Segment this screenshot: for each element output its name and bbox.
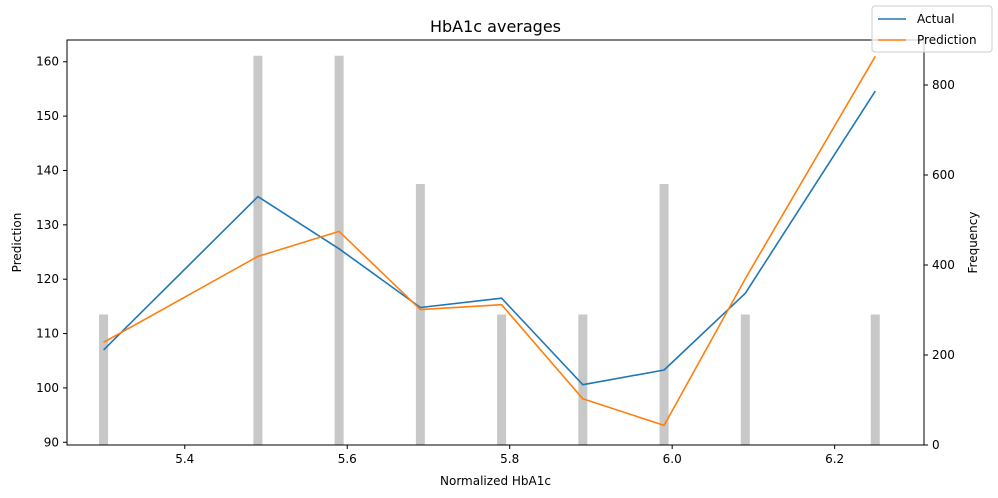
y2-tick-label: 200 [932, 348, 955, 362]
y-tick-label: 110 [36, 327, 59, 341]
y-axis-ticks: 90 100 110 120 130 140 150 160 [36, 55, 67, 449]
series-lines [103, 55, 876, 427]
legend-label-prediction: Prediction [917, 33, 977, 47]
x-tick-label: 5.4 [175, 452, 194, 466]
y2-tick-label: 800 [932, 78, 955, 92]
frequency-bar [870, 314, 880, 445]
x-tick-label: 5.6 [338, 452, 357, 466]
frequency-bar [253, 55, 263, 445]
y2-tick-label: 600 [932, 168, 955, 182]
x-axis-ticks: 5.4 5.6 5.8 6.0 6.2 [175, 445, 844, 466]
chart-title: HbA1c averages [430, 17, 561, 36]
y-tick-label: 120 [36, 272, 59, 286]
frequency-bar [497, 314, 507, 445]
y-tick-label: 90 [44, 435, 59, 449]
frequency-bar [578, 314, 588, 445]
y-axis-label: Prediction [10, 213, 24, 273]
frequency-bar [334, 55, 344, 445]
series-line-actual [103, 90, 876, 386]
y-tick-label: 160 [36, 55, 59, 69]
x-axis-label: Normalized HbA1c [440, 474, 551, 488]
frequency-bar [740, 314, 750, 445]
frequency-bar [659, 184, 669, 445]
y2-axis-label: Frequency [966, 212, 980, 274]
x-tick-label: 6.0 [663, 452, 682, 466]
x-tick-label: 6.2 [825, 452, 844, 466]
frequency-bars [99, 55, 880, 445]
frequency-bar [99, 314, 109, 445]
series-line-prediction [103, 55, 876, 427]
y-tick-label: 100 [36, 381, 59, 395]
x-tick-label: 5.8 [500, 452, 519, 466]
y2-axis-ticks: 0 200 400 600 800 [924, 78, 955, 452]
legend: Actual Prediction [871, 5, 993, 53]
y-tick-label: 130 [36, 218, 59, 232]
y-tick-label: 150 [36, 109, 59, 123]
y2-tick-label: 0 [932, 438, 940, 452]
y-tick-label: 140 [36, 163, 59, 177]
plot-frame [66, 39, 925, 446]
y2-tick-label: 400 [932, 258, 955, 272]
legend-label-actual: Actual [917, 12, 955, 26]
frequency-bar [415, 184, 425, 445]
